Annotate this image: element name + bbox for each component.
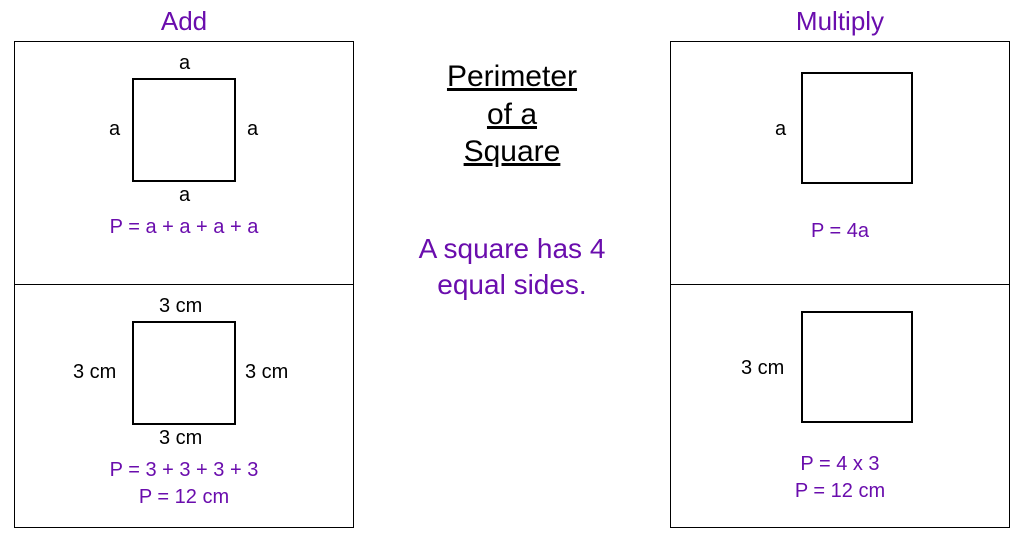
add-panel-abstract: a a a a P = a + a + a + a	[15, 42, 353, 284]
square-shape	[801, 72, 913, 184]
formula-text: P = 4 x 3 P = 12 cm	[795, 451, 885, 505]
side-label-bottom: 3 cm	[159, 427, 202, 450]
title-line: Square	[464, 135, 561, 168]
formula-line: P = 12 cm	[795, 480, 885, 502]
square-diagram: 3 cm	[725, 295, 955, 445]
add-panel-stack: a a a a P = a + a + a + a 3 cm 3 cm 3 cm…	[14, 41, 354, 528]
title-line: Perimeter	[447, 60, 577, 93]
formula-text: P = 3 + 3 + 3 + 3 P = 12 cm	[110, 457, 259, 511]
multiply-title: Multiply	[670, 6, 1010, 37]
add-column: Add a a a a P = a + a + a + a 3 cm	[14, 6, 354, 528]
side-label-right: a	[247, 118, 258, 141]
subtitle-line: equal sides.	[437, 269, 586, 300]
formula-text: P = 4a	[811, 218, 869, 245]
multiply-panel-stack: a P = 4a 3 cm P = 4 x 3 P = 12 cm	[670, 41, 1010, 528]
formula-line: P = 4a	[811, 220, 869, 242]
square-diagram: a	[725, 52, 955, 212]
center-column: Perimeter of a Square A square has 4 equ…	[354, 6, 670, 528]
side-label-top: 3 cm	[159, 295, 202, 318]
subtitle-line: A square has 4	[419, 233, 606, 264]
square-shape	[132, 78, 236, 182]
side-label-left: 3 cm	[741, 357, 784, 380]
title-line: of a	[487, 98, 537, 131]
formula-line: P = 12 cm	[139, 486, 229, 508]
formula-line: P = a + a + a + a	[110, 216, 259, 238]
multiply-panel-abstract: a P = 4a	[671, 42, 1009, 284]
side-label-top: a	[179, 52, 190, 75]
formula-line: P = 3 + 3 + 3 + 3	[110, 459, 259, 481]
subtitle: A square has 4 equal sides.	[419, 231, 606, 304]
side-label-left: a	[109, 118, 120, 141]
side-label-bottom: a	[179, 184, 190, 207]
square-shape	[801, 311, 913, 423]
page-title: Perimeter of a Square	[447, 58, 577, 171]
add-panel-numeric: 3 cm 3 cm 3 cm 3 cm P = 3 + 3 + 3 + 3 P …	[15, 284, 353, 527]
multiply-column: Multiply a P = 4a 3 cm P = 4 x 3 P =	[670, 6, 1010, 528]
side-label-left: a	[775, 118, 786, 141]
square-diagram: 3 cm 3 cm 3 cm 3 cm	[69, 295, 299, 451]
side-label-right: 3 cm	[245, 361, 288, 384]
infographic-root: Add a a a a P = a + a + a + a 3 cm	[0, 0, 1024, 538]
add-title: Add	[14, 6, 354, 37]
side-label-left: 3 cm	[73, 361, 116, 384]
formula-line: P = 4 x 3	[800, 453, 879, 475]
formula-text: P = a + a + a + a	[110, 214, 259, 241]
square-shape	[132, 321, 236, 425]
square-diagram: a a a a	[69, 52, 299, 208]
multiply-panel-numeric: 3 cm P = 4 x 3 P = 12 cm	[671, 284, 1009, 527]
